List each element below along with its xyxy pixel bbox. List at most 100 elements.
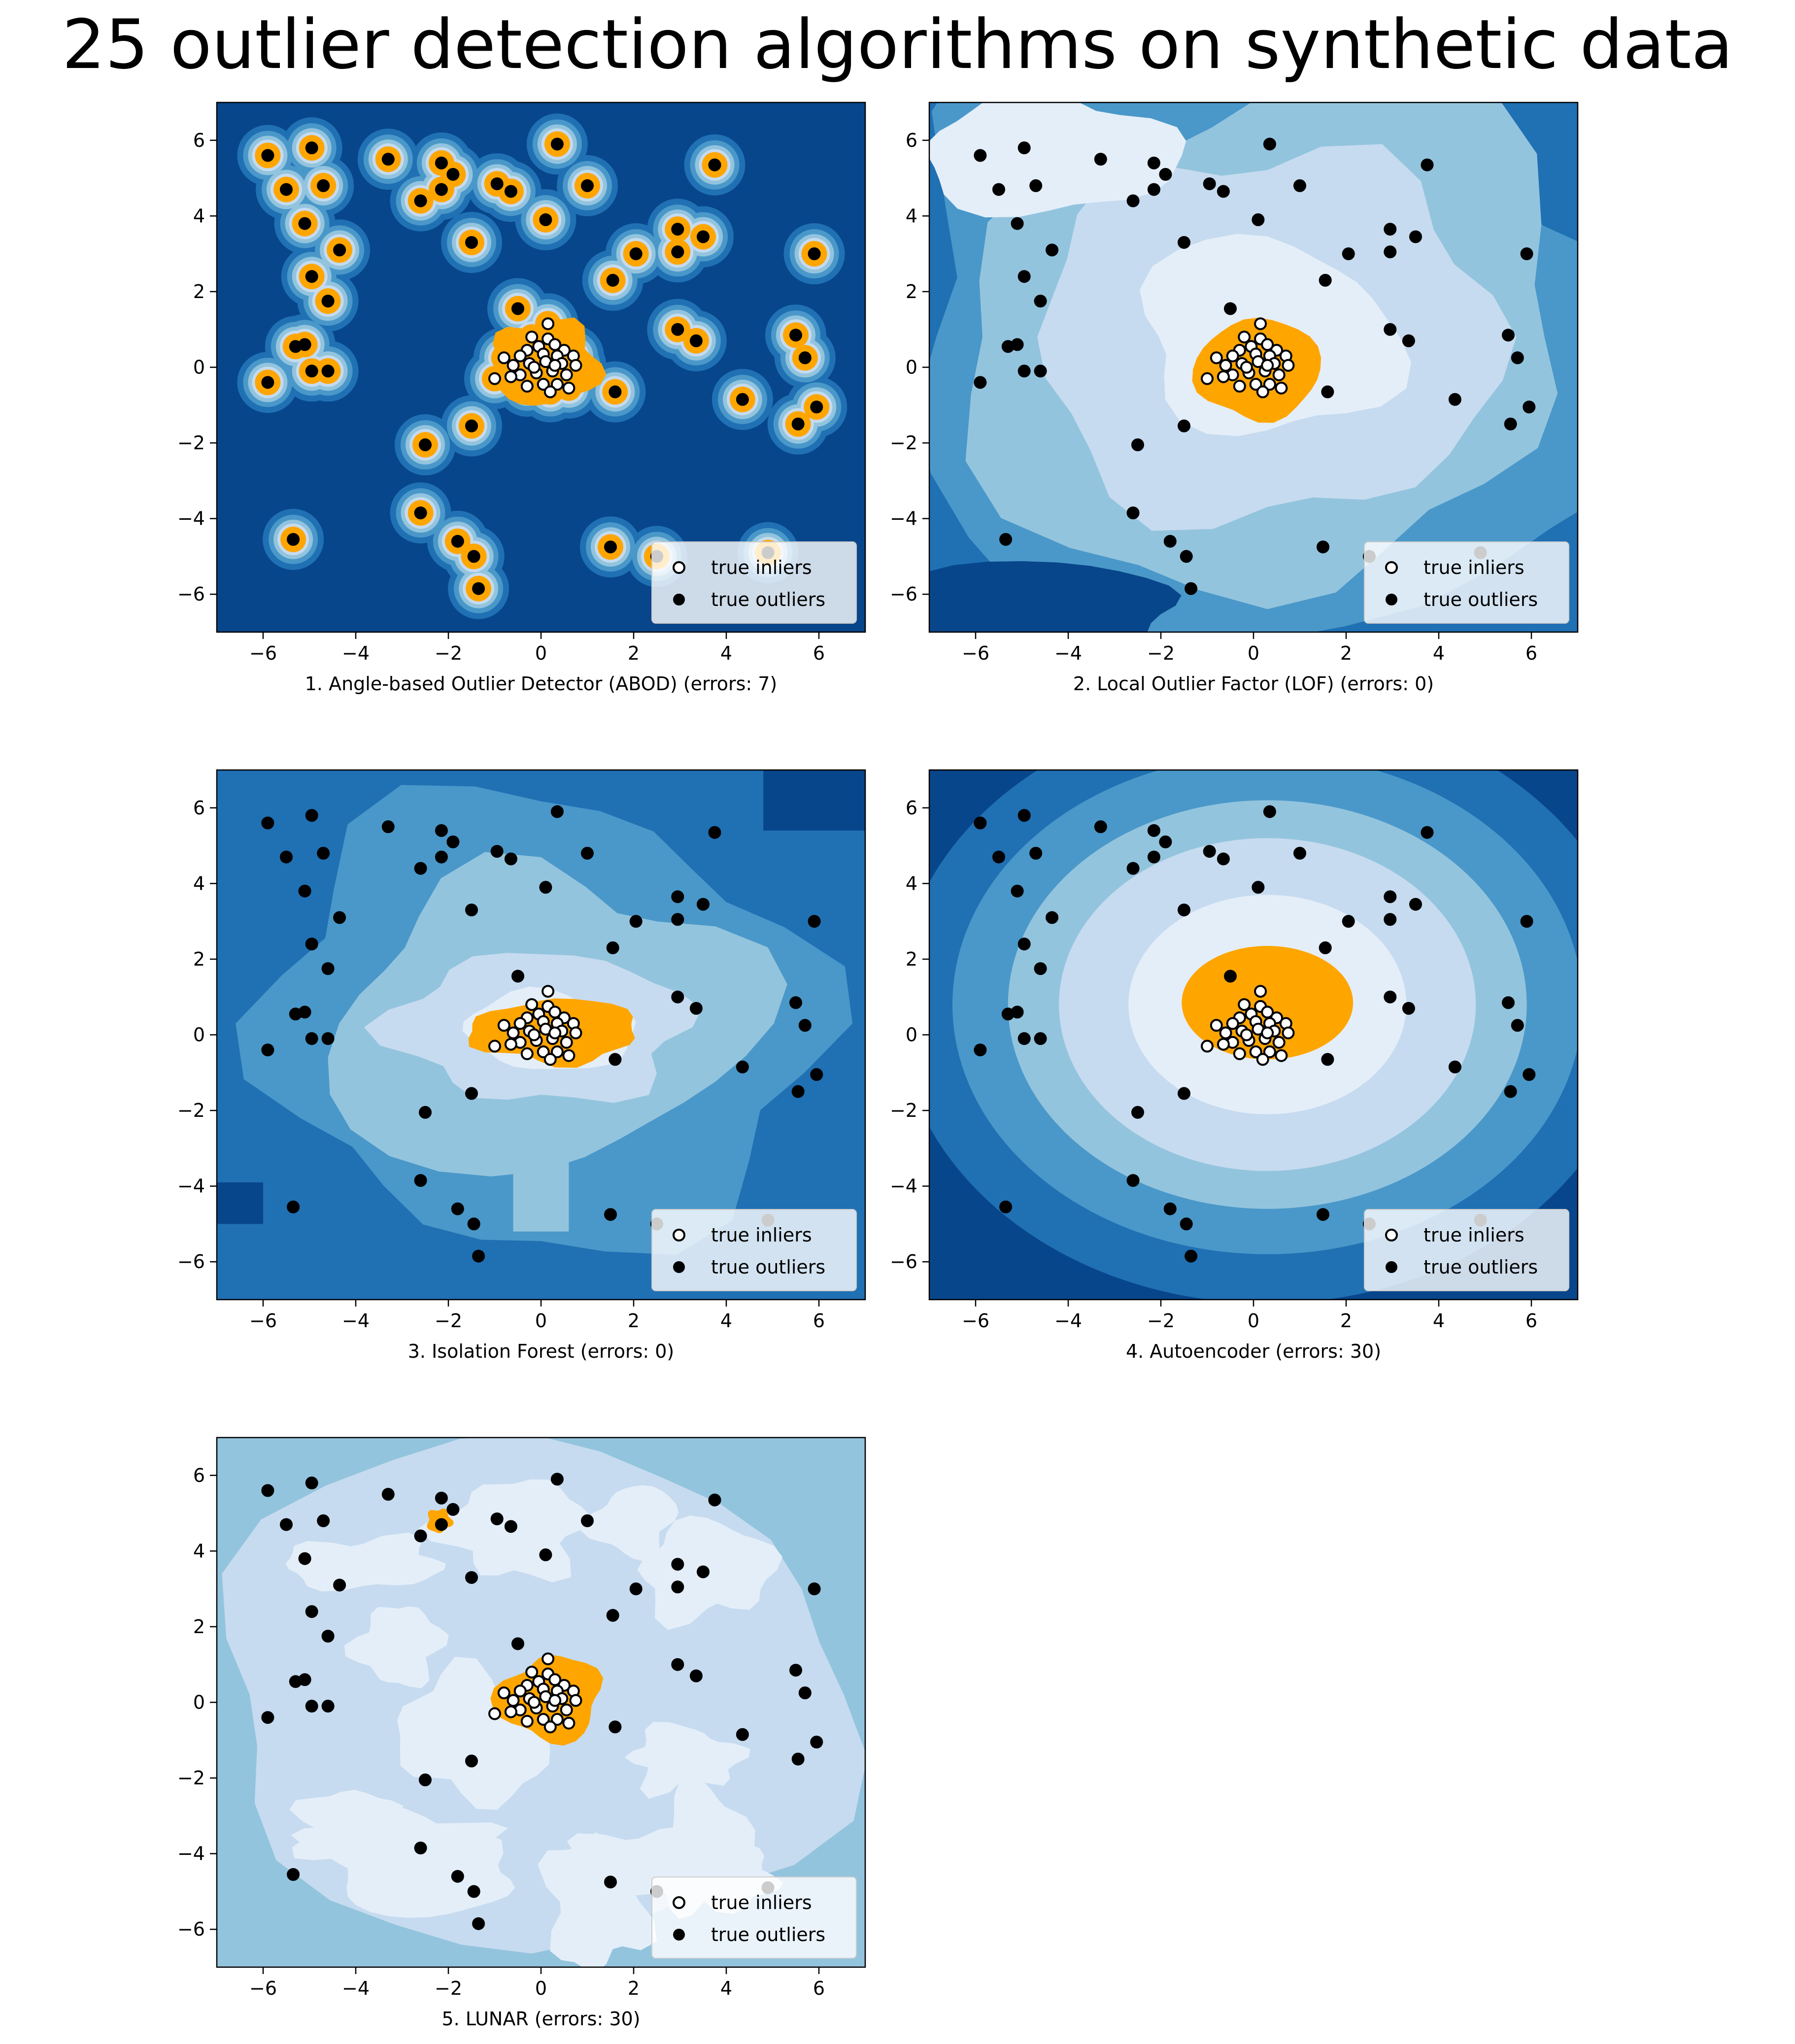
outlier-point [1384, 990, 1397, 1004]
outlier-point [451, 535, 464, 548]
outlier-point [581, 846, 594, 860]
outlier-point [974, 149, 987, 162]
outlier-point [1317, 540, 1329, 554]
outlier-point [298, 1552, 311, 1565]
y-tick-label: 0 [193, 1024, 205, 1046]
x-tick-label: 0 [1248, 1310, 1259, 1332]
outlier-point [974, 1043, 987, 1057]
inlier-point [1226, 349, 1239, 363]
inlier-point [513, 349, 527, 363]
outlier-point [321, 1630, 335, 1643]
outlier-point [1017, 938, 1031, 951]
inlier-point [569, 1026, 582, 1039]
outlier-point [629, 915, 643, 928]
subplot-2: −6 −4 −2 0 2 4 6 −6 −4 −2 0 2 4 6 2. Local Outlier Fac… [890, 101, 1579, 695]
outlier-point [381, 820, 395, 834]
outlier-point [465, 1571, 478, 1584]
outlier-point [1178, 904, 1190, 917]
y-tick-label: 0 [906, 1024, 917, 1046]
outlier-point [1147, 850, 1160, 864]
y-tick-label: 4 [193, 1540, 205, 1562]
outlier-point [1384, 245, 1397, 259]
legend-outlier-marker [1386, 594, 1397, 605]
inlier-point [569, 1694, 582, 1707]
outlier-point [317, 1514, 330, 1527]
outlier-point [287, 1200, 300, 1213]
x-tick-label: 0 [1248, 642, 1259, 664]
inlier-point [550, 378, 564, 391]
outlier-point [261, 1711, 274, 1724]
outlier-point [1159, 835, 1172, 848]
x-tick-label: −4 [342, 1310, 370, 1332]
outlier-point [974, 376, 987, 389]
outlier-point [465, 1087, 478, 1100]
x-tick-label: −2 [1147, 642, 1175, 664]
outlier-point [435, 824, 448, 837]
outlier-point [604, 1876, 617, 1889]
outlier-point [287, 533, 300, 546]
outlier-point [261, 376, 274, 389]
outlier-point [305, 1605, 318, 1618]
inlier-point [1254, 985, 1267, 998]
outlier-point [465, 419, 478, 433]
outlier-point [321, 1700, 335, 1713]
outlier-point [1520, 247, 1533, 261]
outlier-point [581, 1514, 594, 1527]
inlier-point [1233, 1047, 1246, 1060]
outlier-point [414, 1842, 427, 1855]
x-tick-label: 2 [1340, 1310, 1352, 1332]
outlier-point [414, 194, 427, 207]
inlier-point [504, 1038, 517, 1051]
outlier-point [1504, 1085, 1517, 1098]
inlier-point [1210, 1019, 1223, 1032]
outlier-point [1126, 194, 1140, 207]
inlier-point [542, 985, 555, 998]
inlier-point [525, 1666, 539, 1679]
inlier-point [562, 1716, 576, 1730]
outlier-point [465, 236, 478, 249]
legend-outlier-label: true outliers [1423, 1256, 1538, 1278]
inlier-point [520, 379, 534, 393]
outlier-point [490, 845, 504, 858]
x-tick-label: 4 [720, 1310, 732, 1332]
x-tick-label: 0 [535, 1310, 547, 1332]
x-tick-label: 6 [1525, 1310, 1537, 1332]
outlier-point [1017, 141, 1031, 155]
outlier-point [1409, 898, 1422, 911]
y-tick-label: 2 [906, 948, 917, 970]
outlier-point [1321, 385, 1334, 399]
outlier-point [671, 223, 684, 236]
inlier-point [488, 1039, 501, 1053]
x-tick-label: 2 [628, 642, 640, 664]
inlier-point [550, 1045, 564, 1059]
y-tick-label: −6 [177, 1918, 205, 1940]
x-tick-label: 6 [1525, 642, 1537, 664]
inlier-point [1201, 372, 1214, 385]
subplot-5: −6 −4 −2 0 2 4 6 −6 −4 −2 0 2 4 6 5. LUNAR (errors: 30… [177, 1437, 866, 2030]
outlier-point [280, 850, 293, 864]
y-tick-label: 4 [193, 205, 205, 227]
y-tick-label: 2 [193, 948, 205, 970]
inlier-point [527, 361, 541, 374]
outlier-point [504, 1520, 517, 1533]
outlier-point [1263, 805, 1276, 818]
y-tick-label: 0 [193, 1692, 205, 1713]
inlier-point [507, 1026, 520, 1039]
outlier-point [708, 826, 721, 839]
inlier-point [1261, 359, 1274, 372]
scatter-points [261, 137, 823, 595]
outlier-point [333, 243, 346, 257]
outlier-point [317, 846, 330, 860]
legend-outlier-marker [1386, 1261, 1397, 1273]
y-tick-label: 2 [193, 281, 205, 302]
outlier-point [451, 1870, 464, 1883]
outlier-point [539, 881, 552, 894]
outlier-point [1502, 996, 1515, 1009]
outlier-point [1126, 1174, 1140, 1187]
outlier-point [1034, 365, 1047, 378]
outlier-point [490, 1512, 504, 1526]
y-tick-label: −2 [890, 1100, 917, 1121]
legend-inlier-label: true inliers [1423, 557, 1524, 578]
outlier-point [1131, 1106, 1144, 1119]
inlier-point [1238, 998, 1251, 1011]
